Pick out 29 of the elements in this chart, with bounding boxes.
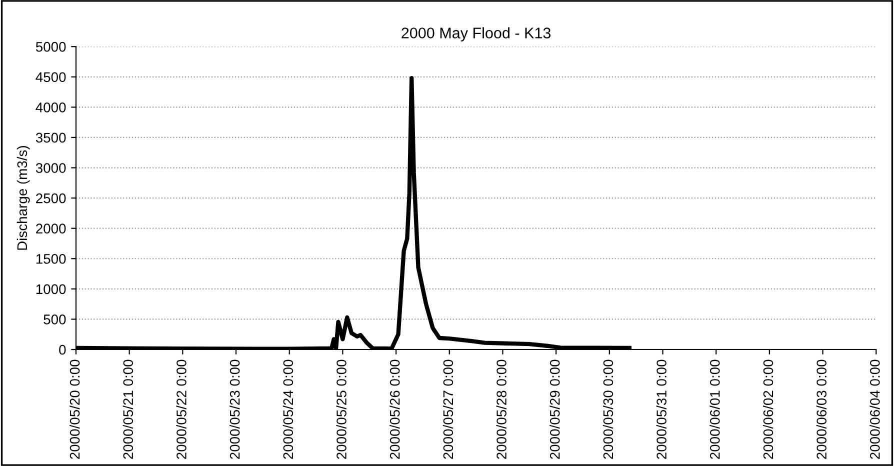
chart-title: 2000 May Flood - K13 — [402, 27, 551, 42]
x-tick-label: 2000/05/20 0:00 — [70, 360, 80, 459]
x-tick-label: 2000/05/26 0:00 — [390, 360, 400, 459]
y-tick-label: 1000 — [36, 284, 66, 294]
x-tick-label: 2000/05/31 0:00 — [656, 360, 666, 459]
y-tick-label: 1500 — [36, 254, 66, 264]
x-tick-label: 2000/05/28 0:00 — [496, 360, 506, 459]
x-tick-label: 2000/05/30 0:00 — [602, 360, 614, 459]
x-tick-label: 2000/05/22 0:00 — [176, 360, 186, 459]
x-tick-label: 2000/05/25 0:00 — [336, 360, 346, 459]
y-tick-label: 4500 — [36, 72, 66, 82]
x-tick-label: 2000/06/03 0:00 — [816, 360, 827, 459]
y-tick-label: 2000 — [36, 224, 66, 234]
y-tick-label: 5000 — [36, 42, 66, 52]
x-tick-label: 2000/05/29 0:00 — [550, 360, 560, 459]
x-tick-label: 2000/05/24 0:00 — [282, 360, 294, 459]
x-tick-label: 2000/05/27 0:00 — [442, 360, 454, 459]
x-tick-label: 2000/05/21 0:00 — [122, 360, 134, 459]
x-tick-label: 2000/06/04 0:00 — [870, 360, 880, 459]
y-axis-title: Discharge (m3/s) — [16, 146, 30, 250]
x-tick-label: 2000/06/02 0:00 — [762, 360, 774, 459]
y-tick-label: 3000 — [36, 163, 66, 173]
y-tick-label: 4000 — [36, 102, 66, 112]
x-tick-label: 2000/05/23 0:00 — [230, 360, 240, 459]
y-tick-label: 0 — [59, 344, 66, 355]
y-tick-label: 3500 — [36, 132, 66, 143]
x-tick-label: 2000/06/01 0:00 — [710, 360, 720, 459]
y-tick-label: 2500 — [36, 193, 66, 204]
y-tick-label: 500 — [44, 314, 66, 324]
